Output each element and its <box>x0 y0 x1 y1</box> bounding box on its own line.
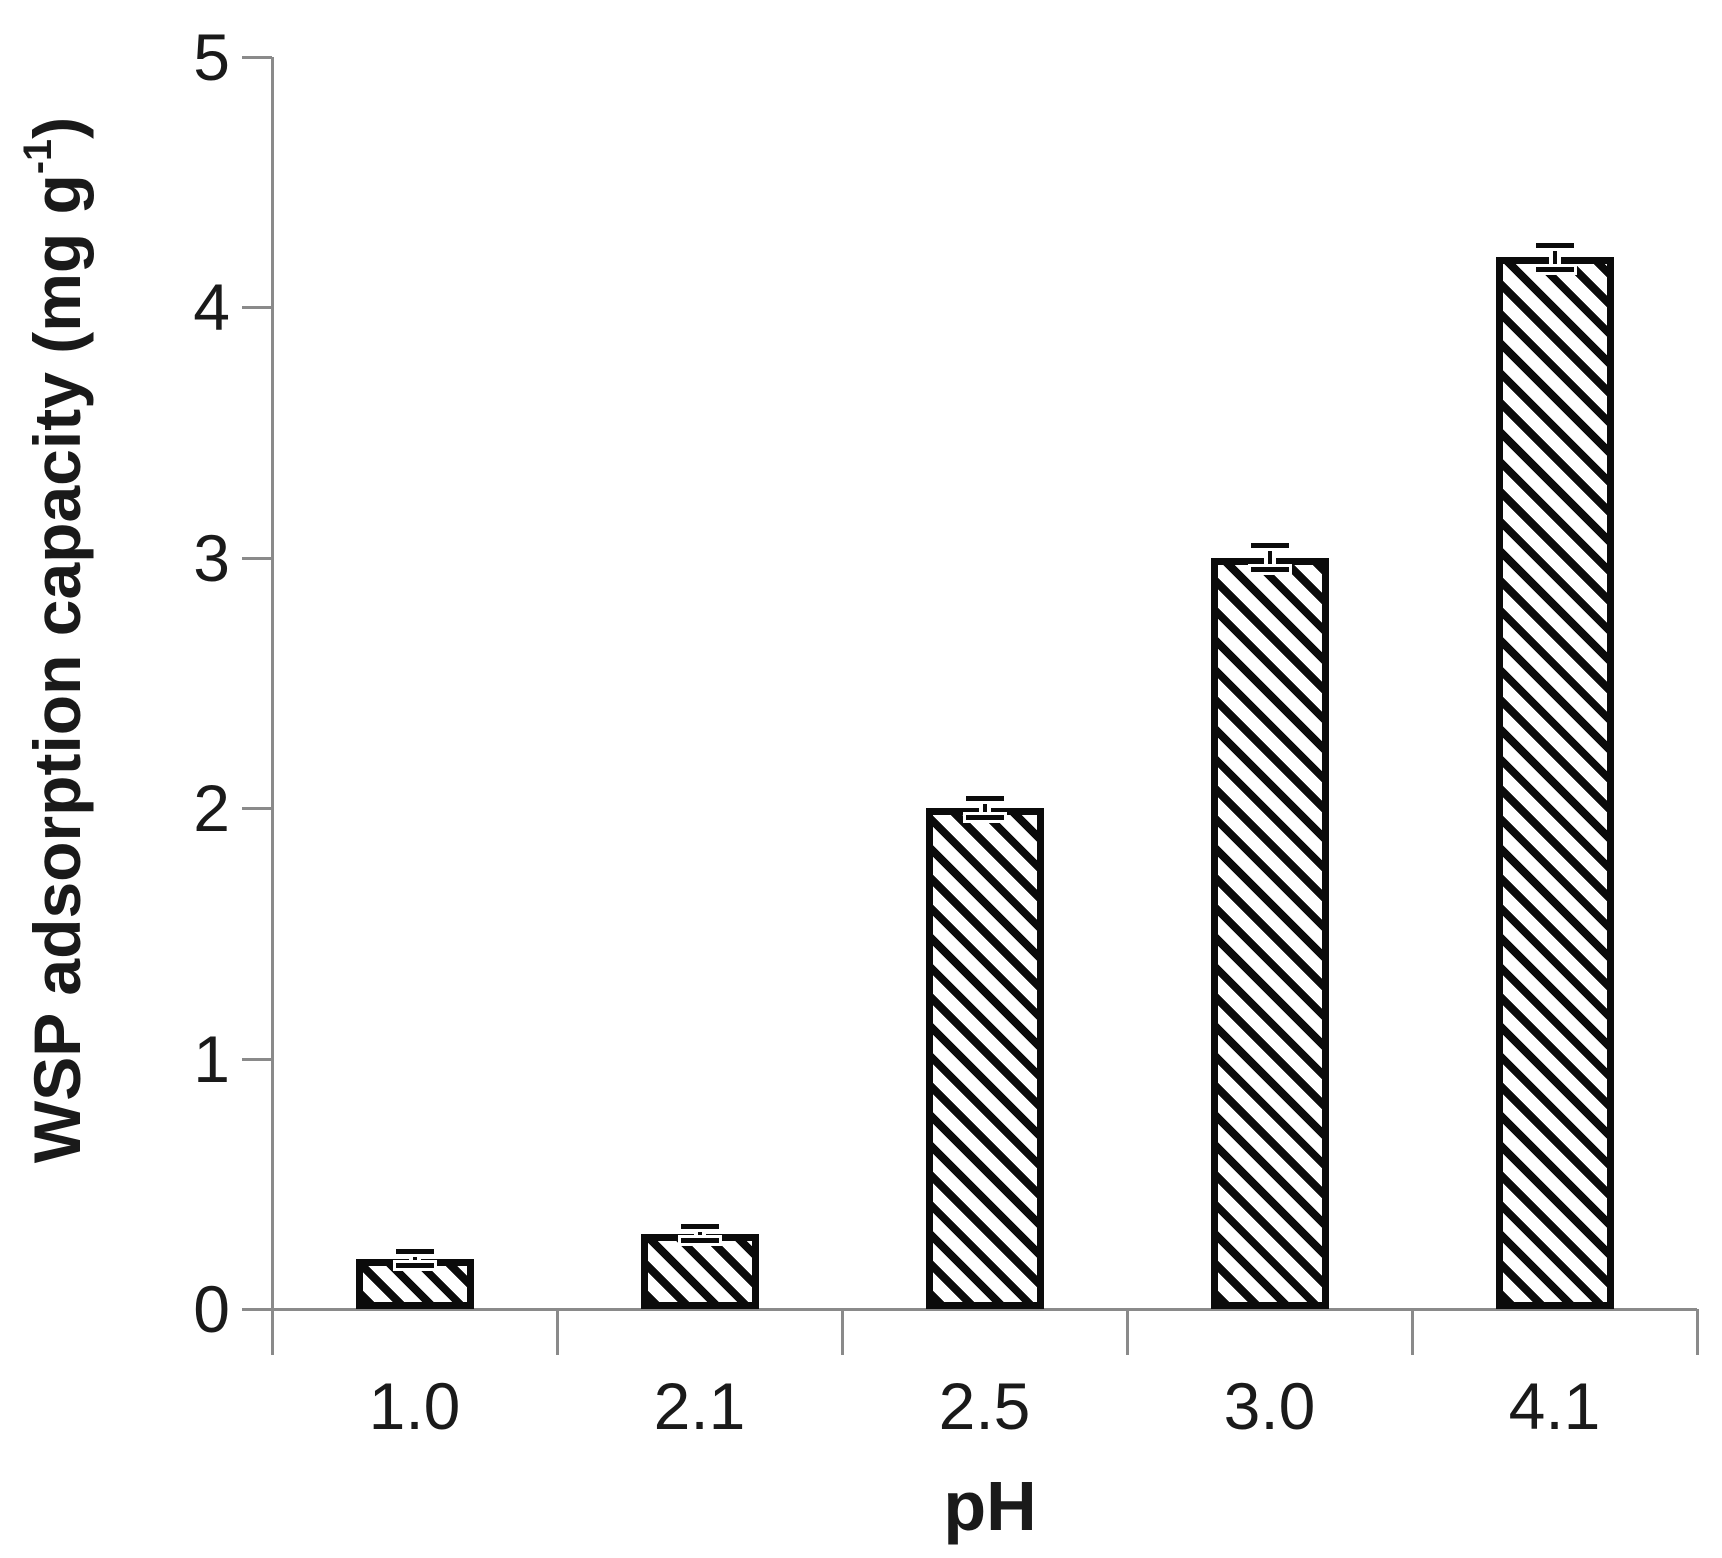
y-tick-label: 1 <box>193 1021 230 1096</box>
error-bar-cap-bottom <box>965 815 1004 821</box>
error-bar-cap-bottom <box>680 1238 719 1244</box>
x-tick-label: 2.1 <box>653 1369 746 1443</box>
bar-ph-1.0 <box>355 1258 474 1309</box>
error-bar <box>1552 244 1557 270</box>
error-bar-cap-bottom <box>1535 266 1574 272</box>
y-tick <box>242 56 272 59</box>
bar-ph-2.1 <box>640 1233 759 1309</box>
error-bar-cap-bottom <box>1250 567 1289 573</box>
y-tick-label: 2 <box>193 771 230 846</box>
y-axis-line <box>271 57 274 1355</box>
x-tick <box>841 1309 844 1355</box>
error-bar <box>1267 545 1272 571</box>
x-tick <box>1696 1309 1699 1355</box>
y-tick <box>242 1308 272 1311</box>
y-tick <box>242 556 272 560</box>
error-bar <box>412 1251 417 1267</box>
x-tick <box>271 1309 274 1355</box>
x-axis-title: pH <box>943 1467 1037 1545</box>
error-bar-cap-top <box>965 796 1004 802</box>
y-tick-label: 4 <box>193 270 230 345</box>
x-tick <box>1411 1309 1414 1355</box>
y-tick-label: 3 <box>193 520 230 595</box>
y-tick-label: 5 <box>193 20 230 94</box>
y-tick <box>242 807 272 811</box>
error-bar-cap-bottom <box>395 1263 434 1269</box>
error-bar-cap-top <box>395 1249 434 1255</box>
y-tick-label: 0 <box>193 1272 230 1346</box>
x-tick-label: 1.0 <box>368 1369 461 1443</box>
bar-ph-3.0 <box>1210 557 1329 1309</box>
error-bar-cap-top <box>1250 543 1289 549</box>
x-axis-line <box>272 1308 1697 1311</box>
bar-ph-2.5 <box>925 808 1044 1309</box>
x-tick-label: 3.0 <box>1223 1369 1316 1443</box>
bar-ph-4.1 <box>1495 257 1614 1309</box>
error-bar <box>697 1226 702 1242</box>
y-tick <box>242 306 272 310</box>
x-tick <box>556 1309 559 1355</box>
x-tick <box>1126 1309 1129 1355</box>
x-tick-label: 4.1 <box>1508 1369 1601 1443</box>
y-tick <box>242 1057 272 1061</box>
error-bar <box>982 798 987 819</box>
error-bar-cap-top <box>1535 242 1574 248</box>
error-bar-cap-top <box>680 1224 719 1230</box>
x-tick-label: 2.5 <box>938 1369 1031 1443</box>
